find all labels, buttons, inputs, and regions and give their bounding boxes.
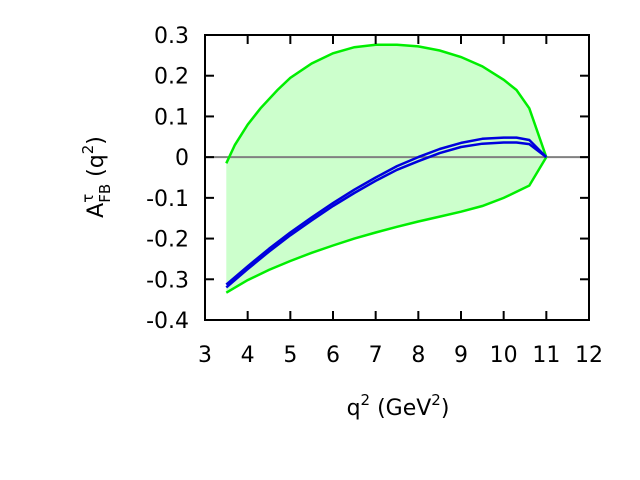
x-axis-label-sup: 2: [361, 391, 371, 409]
series-line-1: [225, 136, 548, 286]
x-axis-label: q2 (GeV2): [347, 391, 450, 421]
y-axis-label-base: A: [84, 203, 109, 218]
x-tick-label: 4: [241, 343, 255, 368]
x-tick-label: 8: [411, 343, 425, 368]
x-tick-label: 3: [198, 343, 212, 368]
x-axis-label-base: q: [347, 396, 361, 421]
x-tick-label: 6: [326, 343, 340, 368]
x-tick-label: 11: [532, 343, 560, 368]
y-tick-label: -0.1: [146, 187, 189, 212]
y-tick-label: 0: [175, 146, 189, 171]
series-line-2: [225, 141, 548, 289]
y-axis-label-arg-sup: 2: [79, 145, 97, 155]
y-axis-label-arg-open: (q: [84, 154, 109, 184]
y-axis-label-arg-close: ): [84, 136, 109, 145]
y-axis-label: AτFB (q2): [79, 136, 114, 218]
y-axis-label-sub: FB: [96, 184, 114, 203]
y-tick-label: -0.4: [146, 309, 189, 334]
y-tick-label: 0.3: [154, 24, 189, 49]
x-tick-label: 5: [283, 343, 297, 368]
x-tick-label: 12: [575, 343, 603, 368]
band-lower-edge: [225, 156, 548, 294]
y-tick-label: -0.2: [146, 228, 189, 253]
x-axis-label-unit-open: (GeV: [370, 396, 431, 421]
x-tick-label: 9: [454, 343, 468, 368]
x-tick-label: 7: [369, 343, 383, 368]
plot-frame: [204, 34, 590, 321]
y-axis-label-sup: τ: [79, 194, 97, 203]
x-tick-label: 10: [490, 343, 518, 368]
x-axis-label-unit-close: ): [441, 396, 450, 421]
y-tick-label: -0.3: [146, 268, 189, 293]
uncertainty-band-fill: [226, 44, 547, 293]
y-tick-label: 0.1: [154, 105, 189, 130]
plot-area: [205, 43, 589, 294]
band-upper-edge: [225, 43, 548, 164]
y-tick-label: 0.2: [154, 65, 189, 90]
axis-ticks: 3 4 5 6 7 8 9 10 11 12 0.3 0.2 0.1 0 -0.1 -0.2 -0.3 -0.4: [146, 24, 603, 368]
x-axis-label-unit-sup: 2: [431, 391, 441, 409]
